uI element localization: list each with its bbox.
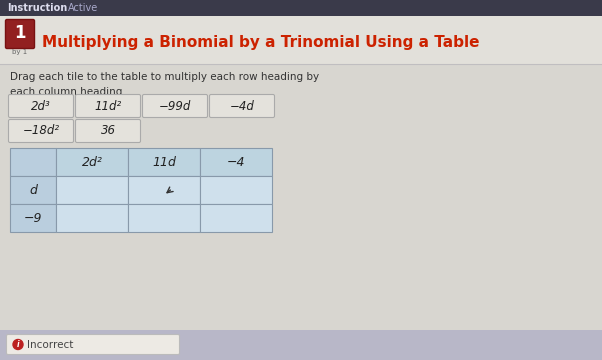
Text: −18d²: −18d² [22, 125, 60, 138]
FancyBboxPatch shape [200, 148, 272, 176]
FancyBboxPatch shape [8, 94, 73, 117]
FancyBboxPatch shape [75, 120, 140, 143]
Text: by 1: by 1 [13, 49, 28, 55]
Text: Multiplying a Binomial by a Trinomial Using a Table: Multiplying a Binomial by a Trinomial Us… [42, 35, 480, 49]
FancyBboxPatch shape [128, 148, 200, 176]
Text: 2d²: 2d² [81, 156, 102, 168]
Text: 1: 1 [14, 24, 26, 42]
Text: 2d³: 2d³ [31, 99, 51, 112]
Text: Incorrect: Incorrect [27, 339, 73, 350]
FancyBboxPatch shape [128, 204, 200, 232]
Text: −9: −9 [23, 211, 42, 225]
FancyBboxPatch shape [5, 19, 34, 49]
Text: Instruction: Instruction [7, 3, 67, 13]
FancyBboxPatch shape [0, 0, 602, 16]
Text: −4: −4 [227, 156, 245, 168]
FancyBboxPatch shape [56, 176, 128, 204]
Text: 36: 36 [101, 125, 116, 138]
Text: i: i [17, 340, 19, 349]
Text: −4d: −4d [229, 99, 255, 112]
Text: Active: Active [68, 3, 98, 13]
Text: 11d²: 11d² [95, 99, 122, 112]
FancyBboxPatch shape [200, 176, 272, 204]
FancyBboxPatch shape [10, 148, 56, 176]
FancyBboxPatch shape [56, 204, 128, 232]
FancyBboxPatch shape [56, 148, 128, 176]
FancyBboxPatch shape [0, 16, 602, 64]
Text: d: d [29, 184, 37, 197]
Text: 11d: 11d [152, 156, 176, 168]
FancyBboxPatch shape [128, 176, 200, 204]
FancyBboxPatch shape [0, 330, 602, 360]
FancyBboxPatch shape [200, 204, 272, 232]
FancyBboxPatch shape [10, 176, 56, 204]
FancyBboxPatch shape [143, 94, 208, 117]
Circle shape [13, 339, 23, 350]
FancyBboxPatch shape [7, 334, 179, 355]
FancyBboxPatch shape [75, 94, 140, 117]
Text: Drag each tile to the table to multiply each row heading by
each column heading.: Drag each tile to the table to multiply … [10, 72, 319, 97]
FancyBboxPatch shape [209, 94, 275, 117]
Text: −99d: −99d [159, 99, 191, 112]
FancyBboxPatch shape [10, 204, 56, 232]
FancyBboxPatch shape [8, 120, 73, 143]
